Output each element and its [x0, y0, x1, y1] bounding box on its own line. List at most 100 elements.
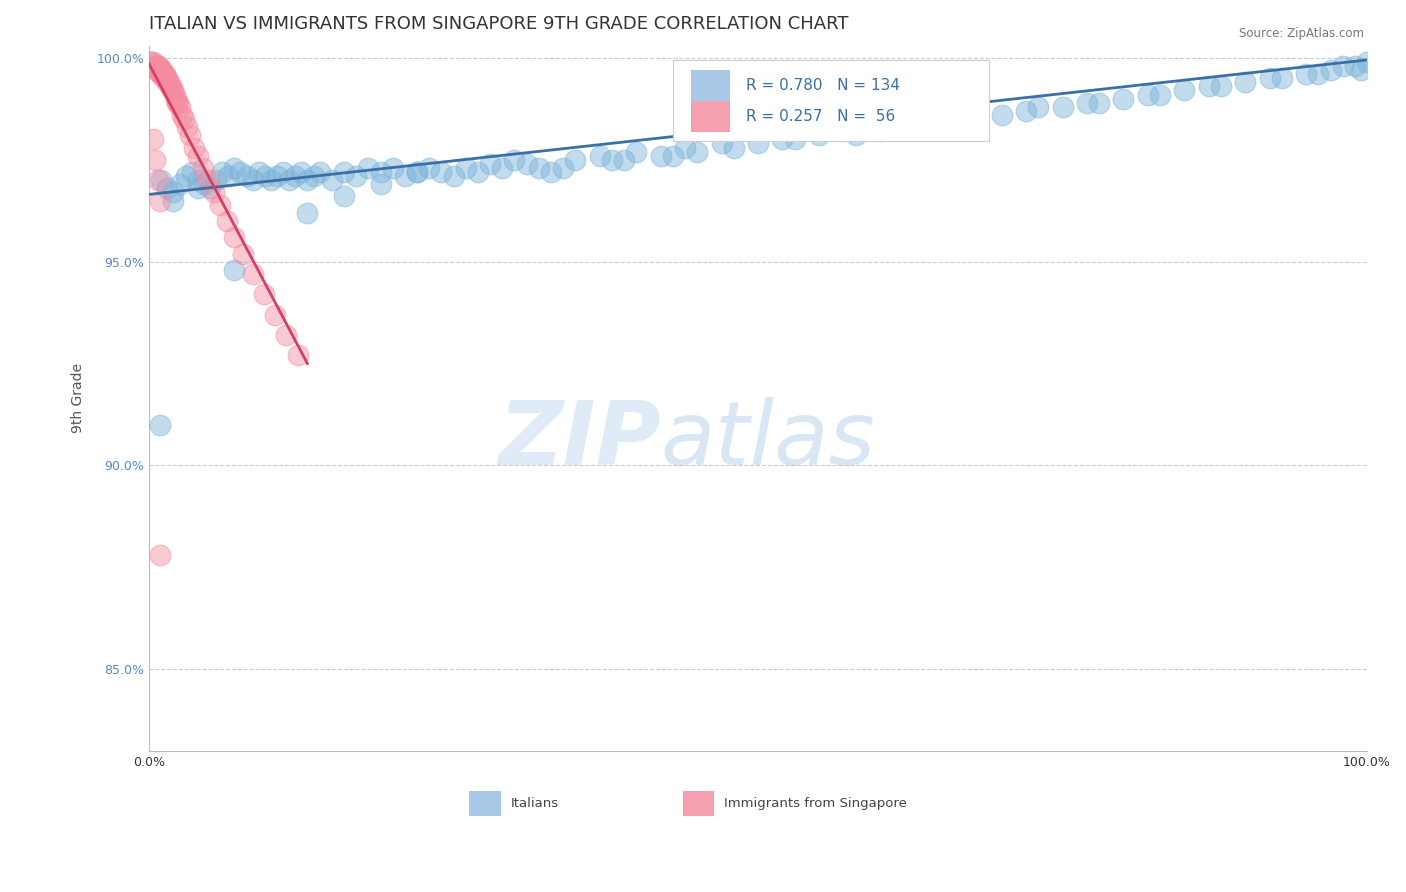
Point [150, 63, 173, 78]
Point [321, 173, 343, 187]
Point [197, 173, 219, 187]
Point [770, 132, 793, 146]
Point [142, 54, 165, 69]
Point [479, 157, 502, 171]
Point [1344, 59, 1367, 73]
Point [966, 103, 988, 118]
Point [589, 149, 612, 163]
Point [156, 71, 179, 86]
Point [807, 128, 830, 143]
Point [162, 194, 184, 208]
Point [235, 169, 257, 183]
Point [149, 417, 172, 432]
Point [686, 145, 709, 159]
Point [844, 128, 866, 143]
Point [1295, 67, 1317, 81]
Point [157, 75, 180, 89]
Point [224, 161, 246, 175]
Point [527, 161, 550, 175]
Point [148, 59, 170, 73]
Point [174, 169, 197, 183]
Point [564, 153, 586, 167]
Point [266, 169, 288, 183]
Y-axis label: 9th Grade: 9th Grade [72, 363, 86, 434]
Point [165, 92, 187, 106]
FancyBboxPatch shape [470, 791, 501, 816]
Point [217, 169, 239, 183]
Point [1355, 54, 1378, 69]
Point [146, 173, 169, 187]
Point [159, 79, 181, 94]
Point [308, 165, 330, 179]
Point [274, 328, 297, 343]
Point [145, 59, 167, 73]
Point [673, 140, 696, 154]
Point [297, 173, 319, 187]
Point [1112, 92, 1135, 106]
Point [344, 169, 367, 183]
Point [202, 186, 225, 200]
Text: Immigrants from Singapore: Immigrants from Singapore [724, 797, 907, 810]
Point [166, 95, 188, 110]
Point [1136, 87, 1159, 102]
Point [187, 181, 209, 195]
Point [143, 59, 166, 73]
Point [418, 161, 440, 175]
Point [170, 108, 193, 122]
Point [191, 161, 214, 175]
Point [626, 145, 648, 159]
Point [406, 165, 429, 179]
Point [893, 120, 915, 135]
Point [1076, 95, 1098, 110]
Text: R = 0.780   N = 134: R = 0.780 N = 134 [747, 78, 900, 94]
Point [370, 178, 392, 192]
Point [173, 112, 195, 126]
Point [443, 169, 465, 183]
Point [516, 157, 538, 171]
Point [169, 178, 191, 192]
Point [252, 287, 274, 301]
Point [613, 153, 636, 167]
Point [146, 63, 169, 78]
Point [1173, 83, 1195, 97]
Point [990, 108, 1012, 122]
Point [229, 165, 252, 179]
Point [454, 161, 477, 175]
Point [176, 120, 198, 135]
Point [503, 153, 526, 167]
Point [180, 165, 202, 179]
Point [183, 140, 205, 154]
Point [169, 100, 191, 114]
Point [152, 63, 174, 78]
Point [179, 128, 201, 143]
Point [149, 67, 172, 81]
Point [370, 165, 392, 179]
FancyBboxPatch shape [692, 70, 730, 102]
Point [1258, 71, 1281, 86]
Point [211, 165, 233, 179]
Point [153, 67, 176, 81]
Point [1209, 79, 1232, 94]
Point [153, 71, 176, 86]
Point [491, 161, 513, 175]
Point [143, 153, 166, 167]
Point [467, 165, 489, 179]
Point [357, 161, 380, 175]
Point [150, 67, 173, 81]
Point [242, 267, 264, 281]
Point [215, 214, 238, 228]
Text: Italians: Italians [510, 797, 560, 810]
Point [1026, 100, 1049, 114]
Point [143, 59, 166, 73]
Point [260, 173, 283, 187]
Point [1088, 95, 1111, 110]
Point [156, 75, 179, 89]
Point [198, 181, 221, 195]
Point [540, 165, 562, 179]
Text: ZIP: ZIP [498, 397, 661, 484]
FancyBboxPatch shape [682, 791, 714, 816]
Point [271, 165, 294, 179]
Point [247, 165, 270, 179]
Point [146, 59, 169, 73]
Point [139, 54, 162, 69]
